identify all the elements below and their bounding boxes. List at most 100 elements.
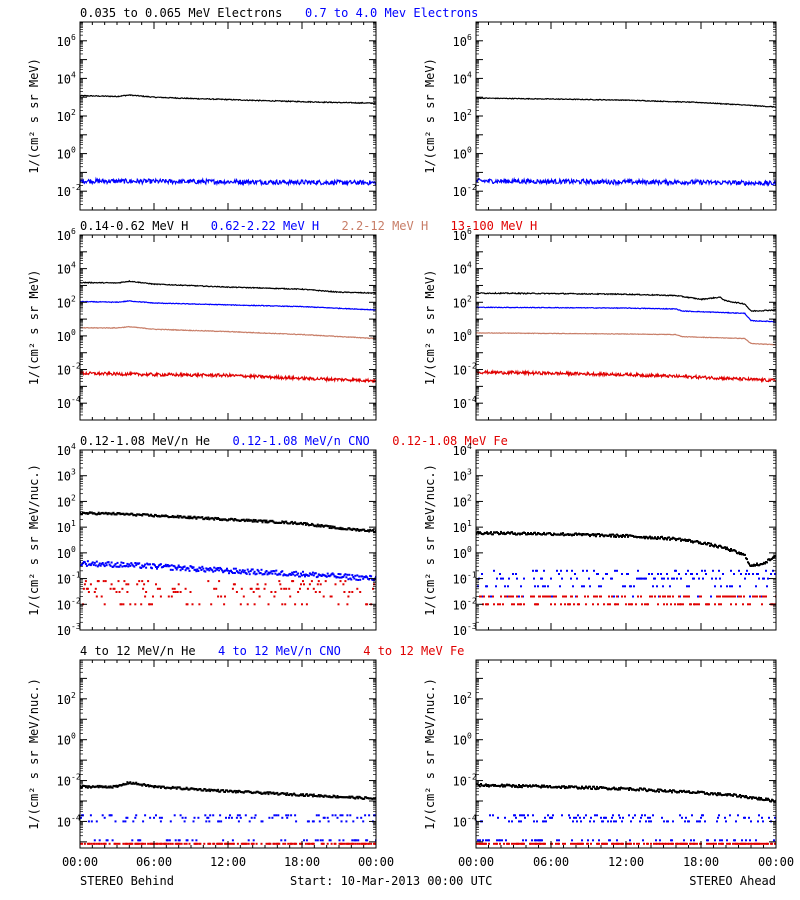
data-point [696, 842, 698, 845]
data-point [731, 595, 733, 598]
data-point [200, 569, 203, 571]
data-point [602, 820, 604, 823]
data-point [318, 591, 321, 593]
data-point [757, 820, 759, 823]
data-point [226, 567, 228, 570]
data-point [158, 785, 161, 788]
data-point [607, 820, 609, 823]
data-point [496, 842, 498, 845]
data-point [115, 565, 118, 568]
data-point [514, 785, 516, 788]
data-point [308, 583, 311, 586]
data-point [341, 814, 344, 817]
legend-entry-2: 2.2-12 MeV H [342, 219, 429, 233]
data-point [651, 573, 653, 575]
y-tick-label: 10 [57, 397, 71, 411]
data-point [142, 842, 145, 845]
data-point [698, 577, 700, 580]
data-point [269, 791, 272, 794]
data-point [124, 820, 127, 823]
data-point [171, 842, 174, 845]
data-point [738, 569, 740, 572]
data-point [103, 816, 106, 819]
data-point [115, 784, 118, 787]
data-point [263, 519, 266, 522]
data-point [314, 591, 317, 593]
data-point [586, 569, 588, 572]
data-point [493, 842, 495, 845]
data-point [634, 814, 636, 817]
data-point [656, 585, 658, 588]
data-point [592, 533, 594, 536]
legend-entry-0: 0.14-0.62 MeV H [80, 219, 188, 233]
data-point [593, 785, 595, 788]
data-point [647, 603, 649, 606]
data-point [230, 842, 232, 845]
data-point [659, 842, 661, 845]
data-point [757, 798, 759, 801]
data-point [357, 579, 360, 581]
data-point [608, 595, 610, 598]
data-point [112, 511, 115, 514]
data-point [81, 842, 83, 845]
data-point [316, 795, 319, 798]
data-point [350, 578, 353, 581]
data-point [171, 568, 174, 571]
data-point [523, 603, 525, 606]
data-point [499, 842, 501, 845]
data-point [758, 814, 760, 817]
data-point [295, 570, 298, 573]
data-point [288, 587, 291, 590]
data-point [84, 580, 87, 583]
data-point [630, 842, 632, 845]
data-point [503, 784, 505, 787]
data-point [156, 842, 159, 845]
data-point [539, 595, 541, 598]
series-1 [477, 569, 776, 598]
data-point [730, 569, 732, 572]
data-point [355, 529, 358, 532]
data-point [128, 563, 131, 566]
data-point [570, 842, 572, 845]
data-point [667, 820, 669, 823]
y-tick-label: 10 [453, 470, 467, 484]
data-point [740, 552, 742, 554]
data-point [188, 517, 191, 520]
data-point [302, 793, 304, 796]
data-point [254, 814, 257, 817]
data-point [762, 820, 764, 823]
data-point [206, 518, 209, 520]
data-point [499, 603, 501, 606]
data-point [208, 569, 211, 572]
y-tick-label: 10 [57, 330, 71, 344]
data-point [165, 565, 168, 568]
data-point [343, 574, 346, 577]
data-point [745, 795, 747, 797]
data-point [650, 820, 652, 823]
data-point [649, 816, 651, 819]
data-point [757, 573, 759, 575]
data-point [271, 816, 274, 819]
data-point [503, 842, 505, 845]
data-point [711, 577, 713, 580]
data-point [356, 795, 359, 798]
data-point [159, 563, 162, 566]
data-point [184, 587, 187, 590]
data-point [278, 842, 281, 845]
y-tick-label: 10 [453, 364, 467, 378]
data-point [562, 532, 564, 535]
data-point [183, 565, 186, 568]
data-point [729, 550, 731, 552]
data-point [117, 580, 120, 583]
data-point [179, 515, 182, 518]
data-point [718, 793, 720, 796]
data-point [183, 842, 186, 845]
data-point [106, 839, 109, 842]
data-point [620, 534, 622, 537]
data-point [114, 820, 117, 823]
data-point [636, 842, 638, 845]
data-point [490, 595, 492, 598]
data-point [232, 519, 235, 522]
data-point [626, 842, 628, 845]
